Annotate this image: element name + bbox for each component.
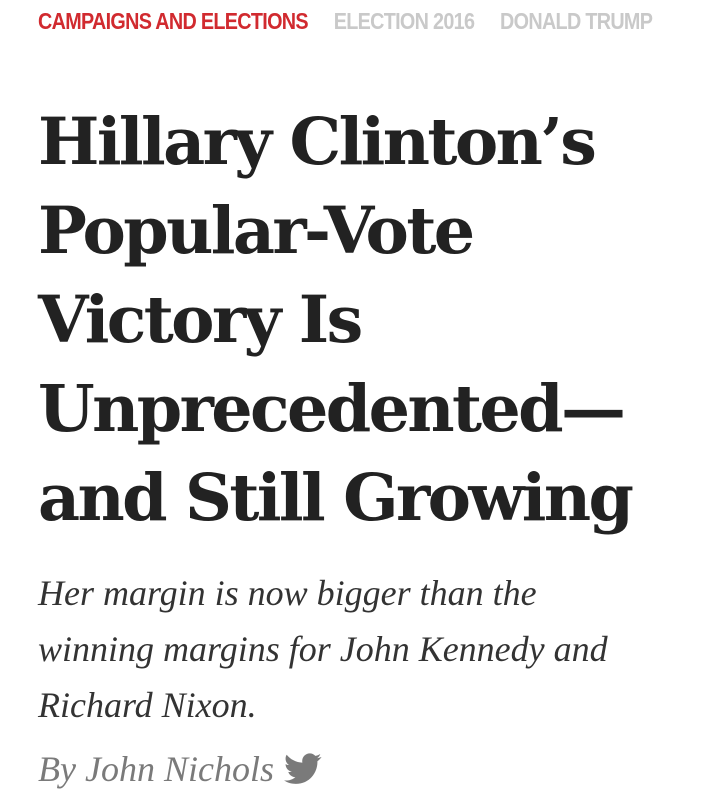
topic-tags: CAMPAIGNS AND ELECTIONS ELECTION 2016 DO…	[38, 8, 653, 35]
article-subheadline: Her margin is now bigger than the winnin…	[38, 565, 678, 733]
headline-line: Victory Is	[38, 282, 363, 358]
headline-line: Unprecedented—	[38, 371, 626, 447]
subhead-line: Her margin is now bigger than the	[38, 573, 537, 613]
headline-line: and Still Growing	[38, 460, 634, 536]
subhead-line: Richard Nixon.	[38, 685, 257, 725]
tag-election-2016[interactable]: ELECTION 2016	[333, 8, 475, 34]
byline: By John Nichols	[38, 748, 322, 790]
article-headline: Hillary Clinton’s Popular-Vote Victory I…	[38, 98, 678, 543]
tag-donald-trump[interactable]: DONALD TRUMP	[500, 8, 653, 34]
subhead-line: winning margins for John Kennedy and	[38, 629, 608, 669]
tag-campaigns-and-elections[interactable]: CAMPAIGNS AND ELECTIONS	[38, 8, 309, 34]
byline-author-link[interactable]: John Nichols	[84, 749, 274, 789]
headline-line: Popular-Vote	[38, 193, 475, 269]
byline-prefix: By	[38, 749, 76, 789]
headline-line: Hillary Clinton’s	[38, 104, 597, 180]
twitter-icon[interactable]	[283, 753, 322, 785]
